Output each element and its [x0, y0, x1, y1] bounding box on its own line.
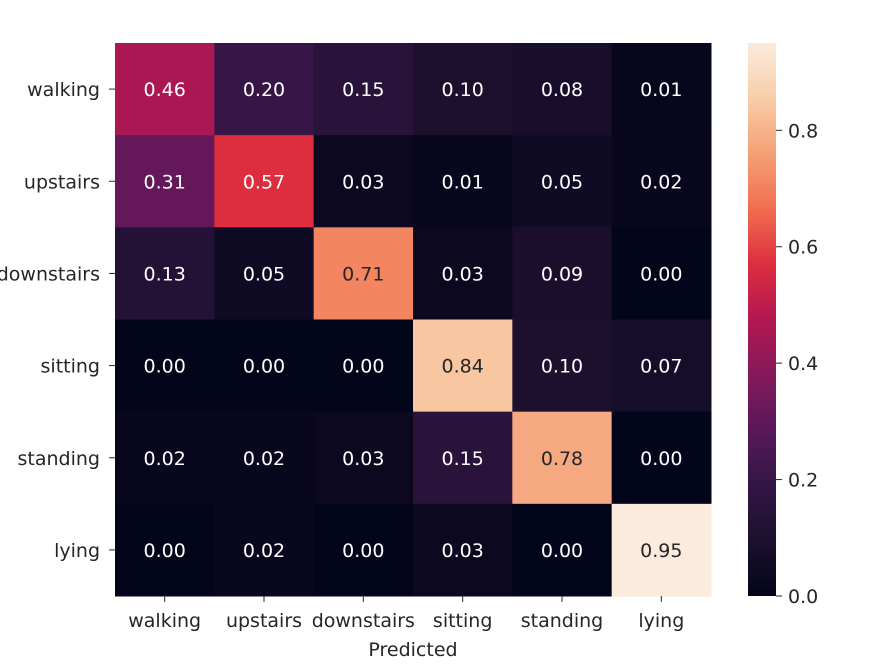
cell-sitting-walking	[115, 319, 215, 413]
cell-walking-downstairs	[313, 43, 414, 136]
cell-upstairs-downstairs	[313, 135, 414, 228]
cell-lying-sitting	[413, 503, 513, 597]
cell-value-label: 0.01	[640, 79, 682, 101]
cell-value-label: 0.03	[342, 448, 384, 470]
cell-walking-standing	[512, 43, 613, 136]
cell-value-label: 0.57	[243, 171, 285, 193]
cell-value-label: 0.95	[640, 540, 682, 562]
cell-sitting-lying	[611, 319, 712, 413]
cell-standing-sitting	[413, 411, 513, 505]
x-tick-label-downstairs: downstairs	[312, 610, 415, 632]
cell-value-label: 0.00	[640, 263, 682, 285]
cell-value-label: 0.20	[243, 79, 285, 101]
cell-value-label: 0.08	[541, 79, 583, 101]
cell-downstairs-standing	[512, 227, 613, 320]
cell-value-label: 0.07	[640, 356, 682, 378]
cell-sitting-sitting	[413, 319, 513, 413]
cell-value-label: 0.00	[640, 448, 682, 470]
cell-downstairs-sitting	[413, 227, 513, 320]
cell-standing-upstairs	[214, 411, 315, 505]
cell-lying-upstairs	[214, 503, 315, 597]
cell-value-label: 0.02	[144, 448, 186, 470]
cell-value-label: 0.00	[342, 540, 384, 562]
cell-downstairs-walking	[115, 227, 215, 320]
cell-walking-walking	[115, 43, 215, 136]
cell-standing-walking	[115, 411, 215, 505]
cell-value-label: 0.00	[144, 540, 186, 562]
cell-standing-standing	[512, 411, 613, 505]
y-tick-label-sitting: sitting	[41, 356, 100, 378]
cell-lying-standing	[512, 503, 613, 597]
cell-value-label: 0.15	[342, 79, 384, 101]
colorbar-tick-label: 0.6	[788, 237, 818, 259]
cell-value-label: 0.71	[342, 263, 384, 285]
x-tick-label-sitting: sitting	[433, 610, 492, 632]
cell-value-label: 0.84	[442, 356, 484, 378]
colorbar-tick-label: 0.8	[788, 120, 818, 142]
x-tick-label-lying: lying	[638, 610, 684, 632]
colorbar-tick-label: 0.0	[788, 586, 818, 608]
cell-value-label: 0.10	[442, 79, 484, 101]
cell-downstairs-lying	[611, 227, 712, 320]
colorbar-ticks: 0.0 0.2 0.4 0.6 0.8	[776, 120, 818, 608]
cell-value-label: 0.00	[243, 356, 285, 378]
cell-value-label: 0.03	[342, 171, 384, 193]
y-tick-label-downstairs: downstairs	[0, 263, 100, 285]
cell-walking-upstairs	[214, 43, 315, 136]
cell-value-label: 0.46	[144, 79, 186, 101]
heatmap-cells	[115, 43, 712, 597]
cell-downstairs-upstairs	[214, 227, 315, 320]
x-tick-label-standing: standing	[521, 610, 603, 632]
x-axis-ticks: walking upstairs downstairs sitting standing…	[128, 596, 684, 632]
cell-value-label: 0.15	[442, 448, 484, 470]
cell-value-label: 0.05	[541, 171, 583, 193]
cell-value-label: 0.00	[144, 356, 186, 378]
cell-value-label: 0.01	[442, 171, 484, 193]
cell-value-label: 0.78	[541, 448, 583, 470]
cell-value-label: 0.05	[243, 263, 285, 285]
cell-upstairs-sitting	[413, 135, 513, 228]
x-tick-label-walking: walking	[128, 610, 201, 632]
y-tick-label-walking: walking	[27, 79, 100, 101]
y-tick-label-upstairs: upstairs	[24, 171, 100, 193]
cell-value-label: 0.09	[541, 263, 583, 285]
cell-value-label: 0.02	[243, 448, 285, 470]
cell-value-label: 0.00	[342, 356, 384, 378]
colorbar: 0.0 0.2 0.4 0.6 0.8	[748, 43, 818, 608]
cell-lying-lying	[611, 503, 712, 597]
x-tick-label-upstairs: upstairs	[226, 610, 302, 632]
cell-standing-downstairs	[313, 411, 414, 505]
cell-lying-downstairs	[313, 503, 414, 597]
cell-upstairs-standing	[512, 135, 613, 228]
cell-sitting-standing	[512, 319, 613, 413]
cell-value-label: 0.03	[442, 263, 484, 285]
cell-value-label: 0.02	[640, 171, 682, 193]
x-axis-title: Predicted	[368, 639, 457, 661]
cell-upstairs-walking	[115, 135, 215, 228]
cell-downstairs-downstairs	[313, 227, 414, 320]
cell-upstairs-upstairs	[214, 135, 315, 228]
cell-value-label: 0.02	[243, 540, 285, 562]
cell-value-label: 0.03	[442, 540, 484, 562]
cell-walking-lying	[611, 43, 712, 136]
y-tick-label-standing: standing	[18, 448, 100, 470]
y-axis-ticks: walking upstairs downstairs sitting standing…	[0, 79, 115, 562]
cell-value-label: 0.00	[541, 540, 583, 562]
heatmap-cell-labels: 0.46 0.20 0.15 0.10 0.08 0.01 0.31 0.57 0.03 0.01…	[144, 79, 683, 562]
cell-value-label: 0.10	[541, 356, 583, 378]
colorbar-tick-label: 0.2	[788, 470, 818, 492]
cell-upstairs-lying	[611, 135, 712, 228]
colorbar-gradient	[748, 43, 776, 596]
colorbar-tick-label: 0.4	[788, 353, 818, 375]
cell-lying-walking	[115, 503, 215, 597]
cell-value-label: 0.13	[144, 263, 186, 285]
cell-sitting-upstairs	[214, 319, 315, 413]
cell-standing-lying	[611, 411, 712, 505]
cell-walking-sitting	[413, 43, 513, 136]
y-tick-label-lying: lying	[54, 540, 100, 562]
cell-sitting-downstairs	[313, 319, 414, 413]
cell-value-label: 0.31	[144, 171, 186, 193]
